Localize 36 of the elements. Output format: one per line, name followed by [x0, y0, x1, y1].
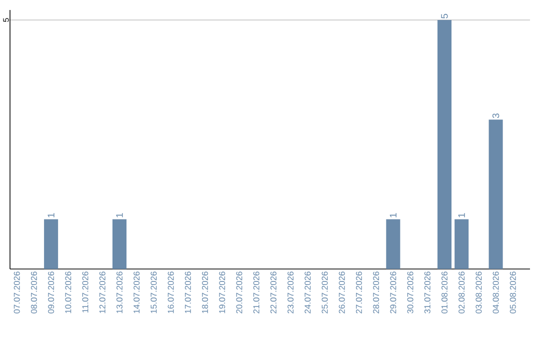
data-label: 1: [390, 213, 396, 218]
x-tick-label: 13.07.2026: [116, 272, 122, 314]
x-tick-label: 27.07.2026: [356, 272, 362, 314]
x-tick-label: 23.07.2026: [288, 272, 294, 314]
x-tick-label: 10.07.2026: [65, 272, 72, 314]
x-tick-label: 17.07.2026: [184, 272, 191, 314]
x-tick-label: 30.07.2026: [407, 272, 414, 314]
x-tick-label: 15.07.2026: [150, 272, 157, 314]
x-tick-label: 28.07.2026: [373, 272, 380, 314]
x-tick-label: 26.07.2026: [338, 272, 345, 314]
x-tick-label: 31.07.2026: [424, 272, 430, 314]
x-tick-label: 07.07.2026: [14, 272, 20, 314]
x-tick-label: 14.07.2026: [134, 272, 140, 314]
data-label: 1: [48, 213, 54, 218]
x-tick-label: 18.07.2026: [202, 272, 208, 314]
x-tick-label: 05.08.2026: [510, 272, 516, 314]
x-tick-label: 04.08.2026: [492, 272, 499, 314]
x-tick-label: 25.07.2026: [322, 272, 328, 314]
x-tick-label: 16.07.2026: [168, 272, 174, 314]
x-tick-label: 09.07.2026: [48, 272, 54, 314]
x-tick-label: 01.08.2026: [441, 272, 448, 314]
x-tick-label: 12.07.2026: [99, 272, 106, 314]
data-label: 1: [458, 213, 465, 218]
x-tick-label: 24.07.2026: [304, 272, 311, 314]
data-label: 5: [441, 14, 448, 18]
x-tick-label: 29.07.2026: [390, 272, 396, 314]
x-tick-label: 11.07.2026: [82, 272, 88, 312]
data-label: 1: [116, 213, 123, 218]
x-tick-label: 08.07.2026: [30, 272, 37, 314]
x-tick-label: 03.08.2026: [476, 272, 482, 314]
x-tick-label: 02.08.2026: [458, 272, 465, 314]
x-tick-label: 21.07.2026: [253, 272, 260, 314]
x-tick-label: 20.07.2026: [236, 272, 242, 314]
x-tick-label: 19.07.2026: [219, 272, 226, 314]
data-label: 3: [492, 114, 500, 118]
x-tick-label: 22.07.2026: [270, 272, 276, 314]
